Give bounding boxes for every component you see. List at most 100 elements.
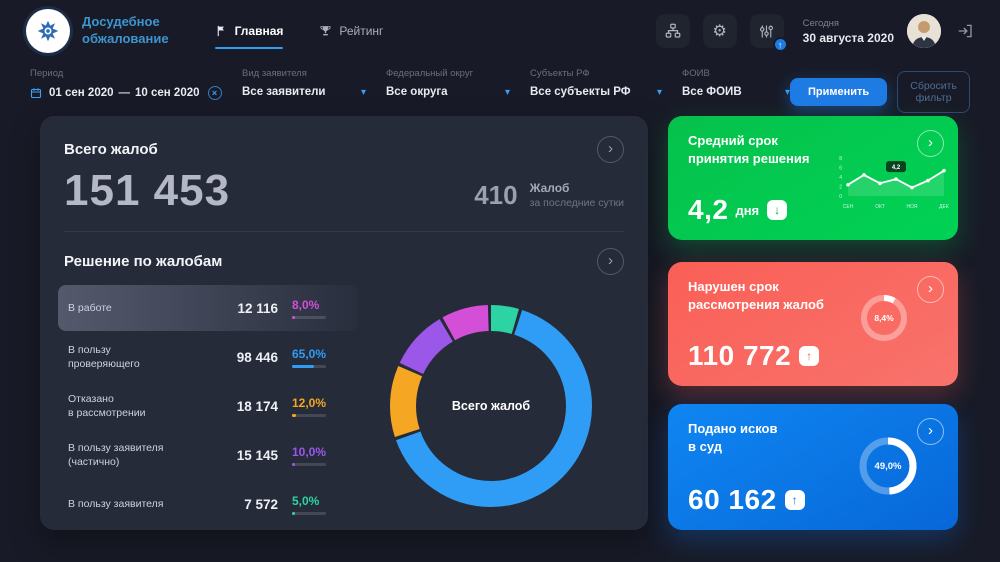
decisions-expand-button[interactable]: ›: [597, 248, 624, 275]
decision-label: Отказано в рассмотрении: [68, 392, 146, 419]
period-value[interactable]: 01 сен 2020 — 10 сен 2020 ×: [30, 86, 228, 100]
lawsuits-expand-button[interactable]: ›: [917, 418, 944, 445]
decision-percent-block: 10,0%: [292, 445, 348, 466]
tab-label: Рейтинг: [339, 24, 384, 38]
lawsuits-title: Подано исков в суд: [688, 420, 938, 455]
emblem-icon: [37, 20, 59, 42]
decisions-body: В работе 12 116 8,0% В пользу проверяющего 98…: [40, 275, 648, 527]
hierarchy-icon: [665, 23, 680, 38]
decision-percent-block: 8,0%: [292, 298, 348, 319]
logout-button[interactable]: [956, 22, 974, 40]
complaints-card: Всего жалоб › 151 453 410 Жалоб за после…: [40, 116, 648, 530]
gear-icon: ⚙: [712, 23, 727, 40]
lawsuits-card[interactable]: › Подано исков в суд 49,0% 60 162 ↑: [668, 404, 958, 530]
progress-bar: [292, 364, 326, 368]
today-date: 30 августа 2020: [802, 30, 894, 45]
title-line: Средний срок: [688, 133, 778, 148]
decisions-header: Решение по жалобам ›: [40, 232, 648, 275]
district-select[interactable]: Все округа ▾: [386, 86, 510, 98]
calendar-icon: [30, 88, 42, 99]
decision-percent: 10,0%: [292, 444, 327, 459]
chevron-right-icon: ›: [608, 140, 613, 157]
decision-row[interactable]: В пользу заявителя (частично) 15 145 10,0%: [58, 432, 358, 478]
chevron-down-icon: ▾: [504, 86, 510, 98]
title-line: принятия решения: [688, 150, 810, 166]
daily-unit: Жалоб: [529, 181, 570, 195]
tab-glavnaya[interactable]: Главная: [214, 0, 283, 62]
decision-row[interactable]: Отказано в рассмотрении 18 174 12,0%: [58, 383, 358, 429]
coat-of-arms-logo[interactable]: [26, 9, 70, 53]
overdue-donut: 8,4%: [858, 292, 910, 344]
svg-text:ОКТ: ОКТ: [875, 204, 885, 210]
filter-district: Федеральный округ Все округа ▾: [386, 68, 510, 98]
period-separator: —: [118, 87, 131, 99]
avg-term-expand-button[interactable]: ›: [917, 130, 944, 157]
period-to[interactable]: 10 сен 2020: [135, 87, 200, 99]
person-icon: [907, 14, 941, 48]
hierarchy-button[interactable]: [655, 14, 690, 48]
overdue-title: Нарушен срок рассмотрения жалоб: [688, 278, 938, 313]
subjects-value: Все субъекты РФ: [530, 86, 631, 98]
clear-period-button[interactable]: ×: [207, 86, 222, 100]
foiv-select[interactable]: Все ФОИВ ▾: [682, 86, 790, 98]
chevron-down-icon: ▾: [784, 86, 790, 98]
applicant-value: Все заявители: [242, 86, 326, 98]
decision-rows: В работе 12 116 8,0% В пользу проверяющего 98…: [58, 285, 358, 527]
filters-badge: ↑: [772, 37, 788, 52]
daily-complaints-value: 410: [474, 180, 518, 210]
app-title-line2: обжалование: [82, 31, 169, 46]
svg-text:НОЯ: НОЯ: [906, 204, 917, 210]
today-block: Сегодня 30 августа 2020: [803, 18, 894, 45]
lawsuits-donut-svg: [859, 437, 917, 495]
chevron-right-icon: ›: [928, 280, 933, 297]
decision-value: 12 116: [237, 300, 278, 316]
foiv-value: Все ФОИВ: [682, 86, 742, 98]
decision-row[interactable]: В работе 12 116 8,0%: [58, 285, 358, 331]
decision-row[interactable]: В пользу проверяющего 98 446 65,0%: [58, 334, 358, 380]
avg-term-value: 4,2: [688, 194, 729, 225]
decision-percent-block: 65,0%: [292, 347, 348, 368]
overdue-card[interactable]: › Нарушен срок рассмотрения жалоб 8,4% 1…: [668, 262, 958, 386]
decision-row[interactable]: В пользу заявителя 7 572 5,0%: [58, 481, 358, 527]
donut-center-label: Всего жалоб: [451, 399, 531, 413]
chevron-down-icon: ▾: [360, 86, 366, 98]
settings-button[interactable]: ⚙: [702, 14, 737, 48]
title-line: рассмотрения жалоб: [688, 296, 824, 312]
svg-text:8: 8: [839, 156, 842, 162]
progress-bar: [292, 413, 326, 417]
decision-label: В работе: [68, 301, 112, 314]
lawsuits-value: 60 162: [688, 484, 777, 515]
overdue-value-row: 110 772 ↑: [688, 342, 820, 370]
overdue-expand-button[interactable]: ›: [917, 276, 944, 303]
trend-up-badge: ↑: [799, 346, 820, 366]
filters-button[interactable]: ↑: [749, 14, 788, 52]
totals-row: 151 453 410 Жалоб за последние сутки: [40, 163, 648, 229]
decision-percent-block: 5,0%: [292, 494, 348, 515]
tab-reyting[interactable]: Рейтинг: [319, 0, 383, 62]
totals-expand-button[interactable]: ›: [597, 136, 624, 163]
chevron-right-icon: ›: [928, 422, 933, 439]
daily-caption-text: за последние сутки: [529, 197, 624, 209]
app-title: Досудебное обжалование: [82, 14, 169, 48]
decision-value: 15 145: [236, 447, 278, 463]
svg-text:4: 4: [839, 175, 842, 181]
applicant-label: Вид заявителя: [242, 68, 307, 79]
avg-term-card[interactable]: › Средний срок принятия решения 4,2 дня …: [668, 116, 958, 240]
filter-foiv: ФОИВ Все ФОИВ ▾: [682, 68, 790, 98]
reset-filter-button[interactable]: Сбросить фильтр: [897, 71, 970, 113]
district-value: Все округа: [386, 86, 448, 98]
decision-percent: 65,0%: [292, 346, 327, 361]
svg-text:2: 2: [839, 184, 842, 190]
filter-bar: Период 01 сен 2020 — 10 сен 2020 × Вид з…: [30, 68, 970, 113]
subjects-select[interactable]: Все субъекты РФ ▾: [530, 86, 662, 98]
chevron-down-icon: ▾: [656, 86, 662, 98]
period-from[interactable]: 01 сен 2020: [49, 87, 114, 99]
lawsuits-value-row: 60 162 ↑: [688, 486, 805, 514]
logout-icon: [958, 24, 972, 38]
apply-button[interactable]: Применить: [790, 78, 888, 106]
applicant-select[interactable]: Все заявители ▾: [242, 86, 366, 98]
user-avatar[interactable]: [907, 14, 941, 48]
flag-icon: [217, 25, 224, 37]
